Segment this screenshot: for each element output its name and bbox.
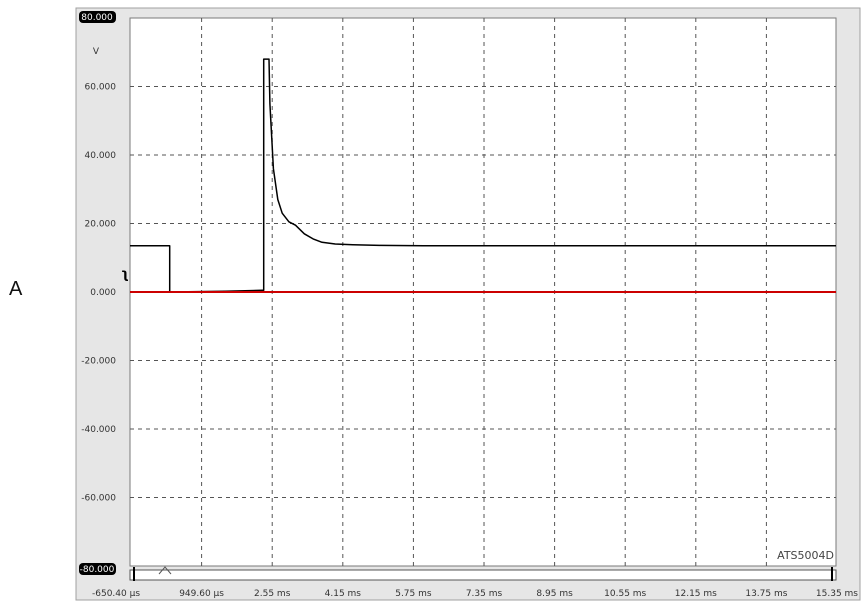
y-limit-badge-bg bbox=[79, 11, 116, 23]
x-tick-label: 5.75 ms bbox=[395, 589, 432, 599]
signal-trace bbox=[130, 58, 836, 293]
y-limit-badge-0: 80.000 bbox=[79, 11, 116, 23]
y-tick-labels: 80.000 60.000 40.000 20.000 0.000 -20.000 -40.… bbox=[79, 11, 116, 575]
y-tick-label: 40.000 bbox=[85, 151, 117, 161]
x-tick-label: 15.35 ms bbox=[816, 589, 858, 599]
traces bbox=[130, 58, 836, 293]
y-tick-label: -60.000 bbox=[81, 494, 116, 504]
panel-label: A bbox=[9, 278, 23, 300]
y-tick-label: -40.000 bbox=[81, 425, 116, 435]
channel-marker: ʅ bbox=[121, 267, 129, 282]
y-limit-badge-8: -80.000 bbox=[79, 563, 116, 575]
x-tick-label: -650.40 µs bbox=[92, 589, 140, 599]
y-tick-label: 20.000 bbox=[85, 220, 117, 230]
y-tick-label: 0.000 bbox=[90, 288, 116, 298]
y-tick-label: -20.000 bbox=[81, 357, 116, 367]
time-scrollbar[interactable] bbox=[129, 566, 837, 581]
x-tick-label: 13.75 ms bbox=[745, 589, 787, 599]
x-tick-label: 7.35 ms bbox=[466, 589, 503, 599]
x-tick-label: 4.15 ms bbox=[325, 589, 362, 599]
y-limit-badge-bg bbox=[79, 563, 116, 575]
x-tick-label: 2.55 ms bbox=[254, 589, 291, 599]
y-tick-label: 80.000 bbox=[81, 13, 113, 23]
y-tick-label: -80.000 bbox=[80, 565, 115, 575]
trigger-marker-icon[interactable] bbox=[158, 566, 172, 575]
y-tick-label: 60.000 bbox=[85, 83, 117, 93]
x-tick-label: 949.60 µs bbox=[179, 589, 224, 599]
y-axis-unit: V bbox=[93, 47, 100, 57]
x-tick-label: 8.95 ms bbox=[536, 589, 573, 599]
scrollbar-track[interactable] bbox=[129, 569, 837, 581]
x-tick-label: 12.15 ms bbox=[675, 589, 717, 599]
x-tick-labels: -650.40 µs 949.60 µs 2.55 ms 4.15 ms 5.75 ms… bbox=[92, 589, 858, 599]
instrument-label: ATS5004D bbox=[777, 549, 834, 562]
x-tick-label: 10.55 ms bbox=[604, 589, 646, 599]
